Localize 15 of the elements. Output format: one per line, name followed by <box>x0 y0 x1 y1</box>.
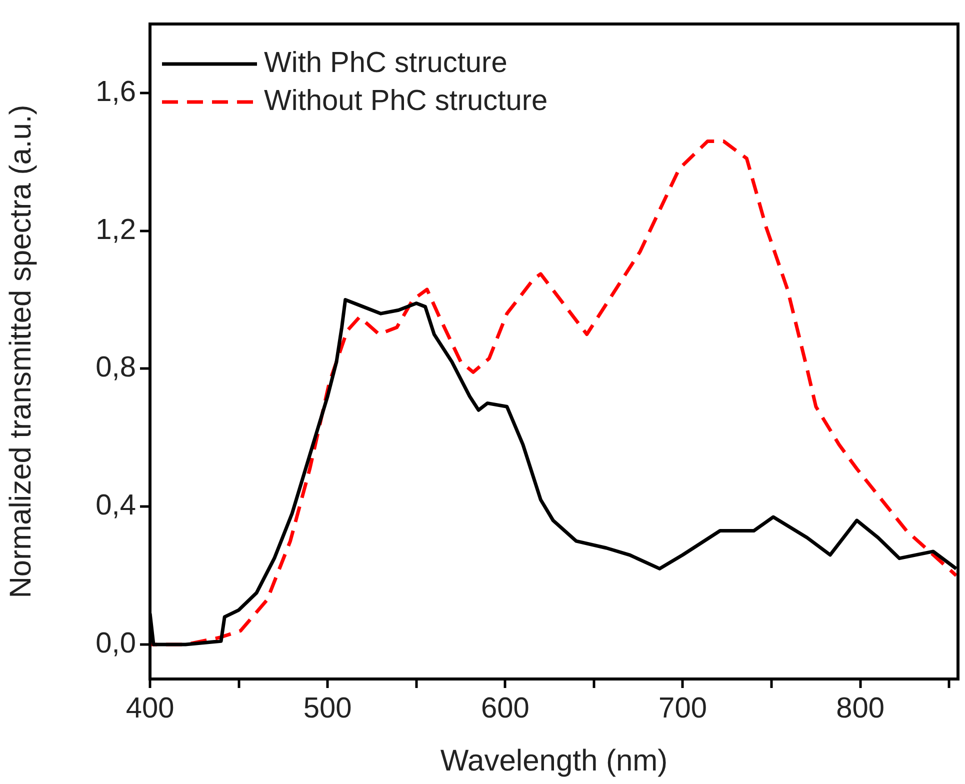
y-tick-label: 0,8 <box>96 352 136 384</box>
line-series <box>150 139 958 646</box>
x-tick-label: 400 <box>126 692 174 724</box>
y-tick-label: 0,4 <box>96 490 136 522</box>
y-axis-title: Normalized transmitted spectra (a.u.) <box>4 104 38 598</box>
y-tick-label: 1,6 <box>96 76 136 108</box>
x-axis-title: Wavelength (nm) <box>440 744 668 778</box>
legend-label: Without PhC structure <box>264 85 548 117</box>
y-tick-label: 0,0 <box>96 628 136 660</box>
x-tick-label: 600 <box>480 692 530 724</box>
x-tick-label: 700 <box>658 692 707 724</box>
x-tick-label: 800 <box>836 692 885 724</box>
legend-label: With PhC structure <box>264 47 508 79</box>
x-tick-label: 500 <box>303 692 352 724</box>
y-tick-label: 1,2 <box>96 214 136 246</box>
